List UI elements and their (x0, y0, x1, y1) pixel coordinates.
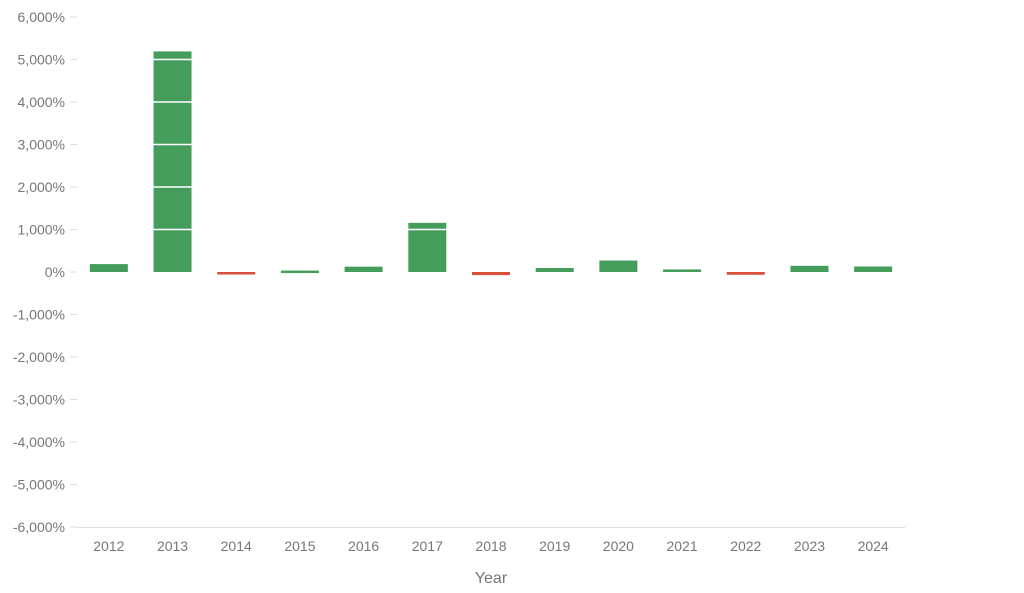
y-axis: 6,000% 5,000% 4,000% 3,000% 2,000% 1,000% 0% -1… (13, 9, 77, 535)
y-tick-label: 0% (45, 264, 65, 280)
x-tick-label: 2020 (603, 538, 634, 554)
bar-2020[interactable] (599, 260, 638, 272)
x-tick-label: 2019 (539, 538, 570, 554)
y-tick-label: -6,000% (13, 519, 65, 535)
bar-2022[interactable] (726, 272, 765, 275)
x-tick-label: 2015 (284, 538, 315, 554)
bar-2017[interactable] (408, 222, 447, 272)
bar-2014[interactable] (217, 272, 256, 275)
bar-2024[interactable] (854, 266, 893, 272)
x-tick-label: 2012 (93, 538, 124, 554)
y-tick-label: -3,000% (13, 392, 65, 408)
bar-2021[interactable] (663, 269, 702, 272)
y-tick-label: 2,000% (18, 179, 65, 195)
y-tick-label: 4,000% (18, 94, 65, 110)
y-tick-label: 3,000% (18, 137, 65, 153)
x-tick-label: 2017 (412, 538, 443, 554)
x-tick-label: 2022 (730, 538, 761, 554)
y-tick-label: -5,000% (13, 477, 65, 493)
bars (77, 16, 905, 528)
y-tick-label: -2,000% (13, 349, 65, 365)
bar-2016[interactable] (344, 266, 383, 272)
y-tick-label: -4,000% (13, 434, 65, 450)
bar-2015[interactable] (280, 270, 319, 274)
bar-2013[interactable] (153, 51, 192, 272)
x-tick-label: 2023 (794, 538, 825, 554)
x-axis: 2012 2013 2014 2015 2016 2017 2018 2019 2020 2021… (77, 527, 905, 554)
x-tick-label: 2016 (348, 538, 379, 554)
y-tick-label: -1,000% (13, 307, 65, 323)
y-tick-label: 1,000% (18, 222, 65, 238)
bar-2019[interactable] (535, 268, 574, 272)
x-axis-title: Year (475, 570, 508, 587)
x-tick-label: 2018 (475, 538, 506, 554)
bar-2012[interactable] (89, 264, 128, 272)
y-tick-label: 6,000% (18, 9, 65, 25)
x-tick-label: 2014 (221, 538, 252, 554)
x-tick-label: 2013 (157, 538, 188, 554)
y-tick-label: 5,000% (18, 52, 65, 68)
bar-2023[interactable] (790, 265, 829, 272)
bar-2018[interactable] (472, 272, 510, 276)
x-tick-label: 2024 (858, 538, 889, 554)
x-tick-label: 2021 (666, 538, 697, 554)
